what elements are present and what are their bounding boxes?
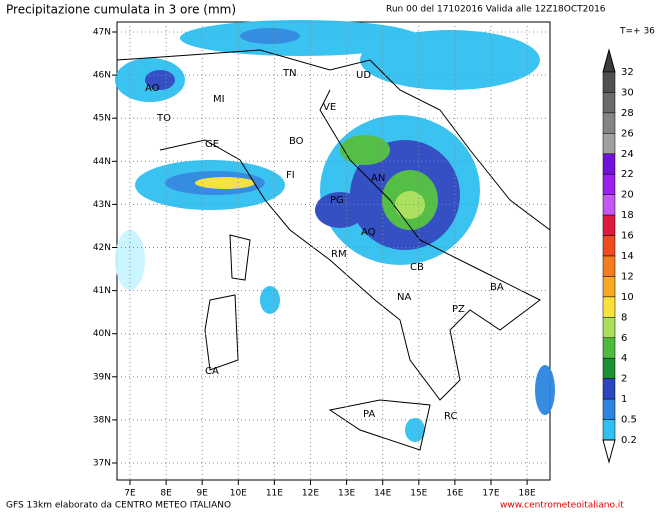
colorbar-label: 2: [621, 374, 627, 385]
city: AQ: [361, 227, 376, 238]
lon-label: 7E: [124, 489, 136, 499]
map-frame: [116, 21, 551, 481]
lon-label: 10E: [230, 489, 247, 499]
colorbar-segment: [602, 133, 616, 155]
lat-label: 43N: [93, 200, 111, 210]
colorbar-label: 32: [621, 67, 634, 78]
colorbar-label: 22: [621, 169, 634, 180]
city: GE: [205, 139, 219, 150]
colorbar-label: 6: [621, 333, 627, 344]
run-info: Run 00 del 17102016 Valida alle 12Z18OCT…: [386, 5, 606, 15]
lon-label: 12E: [302, 489, 319, 499]
colorbar-label: 10: [621, 292, 634, 303]
lon-label: 17E: [482, 489, 499, 499]
city: PZ: [452, 304, 465, 315]
lon-label: 9E: [196, 489, 208, 499]
colorbar-segment: [602, 153, 616, 175]
city: BO: [289, 136, 304, 147]
city: AN: [371, 173, 385, 184]
city: MI: [213, 94, 225, 105]
colorbar-segment: [602, 214, 616, 236]
lat-label: 38N: [93, 415, 111, 425]
colorbar-label: 20: [621, 190, 634, 201]
lat-label: 41N: [93, 286, 111, 296]
colorbar-label: 0.2: [621, 435, 637, 446]
colorbar-label: 28: [621, 108, 634, 119]
title: Precipitazione cumulata in 3 ore (mm): [6, 3, 236, 17]
colorbar-label: 14: [621, 251, 634, 262]
colorbar-segment: [602, 173, 616, 195]
colorbar-segment: [602, 235, 616, 257]
colorbar-label: 30: [621, 87, 634, 98]
colorbar-label: 4: [621, 353, 627, 364]
grid: 47N 46N 45N 44N 43N 42N 41N 40N 39N 38N 37N 7E 8E 9E 1…: [93, 22, 550, 499]
lat-label: 37N: [93, 459, 111, 469]
lon-label: 14E: [374, 489, 391, 499]
footer-left: GFS 13km elaborato da CENTRO METEO ITALI…: [6, 501, 231, 511]
lat-label: 42N: [93, 243, 111, 253]
colorbar-cap: [602, 439, 616, 464]
lat-label: 47N: [93, 28, 111, 38]
lon-label: 18E: [519, 489, 536, 499]
colorbar-segment: [602, 92, 616, 114]
colorbar-segment: [602, 255, 616, 277]
lat-label: 46N: [93, 71, 111, 81]
colorbar: 32 30 28 26 24 22 20 18 16 14 12 10 8 6 4 2 1 0.5 0.2: [602, 48, 637, 464]
lat-label: 44N: [93, 157, 111, 167]
city: FI: [286, 170, 295, 181]
city: BA: [490, 282, 504, 293]
city: PG: [330, 195, 344, 206]
colorbar-cap: [602, 48, 616, 73]
city: TN: [282, 68, 297, 79]
colorbar-segment: [602, 71, 616, 93]
lon-label: 16E: [446, 489, 463, 499]
lon-label: 8E: [160, 489, 172, 499]
colorbar-label: 26: [621, 128, 634, 139]
cities: AO MI TO TN UD VE BO GE FI AN PG AQ RM C…: [145, 68, 504, 422]
footer-right: www.centrometeoitaliano.it: [500, 501, 624, 511]
colorbar-label: 0.5: [621, 415, 637, 426]
city: NA: [397, 292, 411, 303]
lat-label: 45N: [93, 114, 111, 124]
lat-label: 40N: [93, 329, 111, 339]
city: CB: [410, 262, 424, 273]
city: AO: [145, 83, 160, 94]
map: 47N 46N 45N 44N 43N 42N 41N 40N 39N 38N 37N 7E 8E 9E 1…: [93, 20, 555, 499]
lon-label: 11E: [266, 489, 283, 499]
colorbar-segment: [602, 317, 616, 339]
colorbar-label: 8: [621, 312, 627, 323]
city: CA: [205, 366, 219, 377]
colorbar-label: 1: [621, 394, 627, 405]
city: UD: [356, 70, 371, 81]
city: RM: [331, 249, 347, 260]
lon-label: 15E: [410, 489, 427, 499]
colorbar-label: 18: [621, 210, 634, 221]
colorbar-label: 12: [621, 271, 634, 282]
colorbar-segment: [602, 378, 616, 400]
colorbar-segment: [602, 419, 616, 441]
colorbar-label: 16: [621, 231, 634, 242]
colorbar-label: 24: [621, 149, 634, 160]
city: RC: [444, 411, 457, 422]
colorbar-segment: [602, 112, 616, 134]
lat-label: 39N: [93, 372, 111, 382]
colorbar-segment: [602, 357, 616, 379]
city: VE: [323, 102, 336, 113]
step: T=+ 36: [619, 27, 655, 37]
city: TO: [156, 113, 171, 124]
lon-label: 13E: [338, 489, 355, 499]
colorbar-segment: [602, 276, 616, 298]
colorbar-segment: [602, 296, 616, 318]
city: PA: [363, 409, 375, 420]
colorbar-segment: [602, 337, 616, 359]
colorbar-segment: [602, 194, 616, 216]
colorbar-segment: [602, 398, 616, 420]
